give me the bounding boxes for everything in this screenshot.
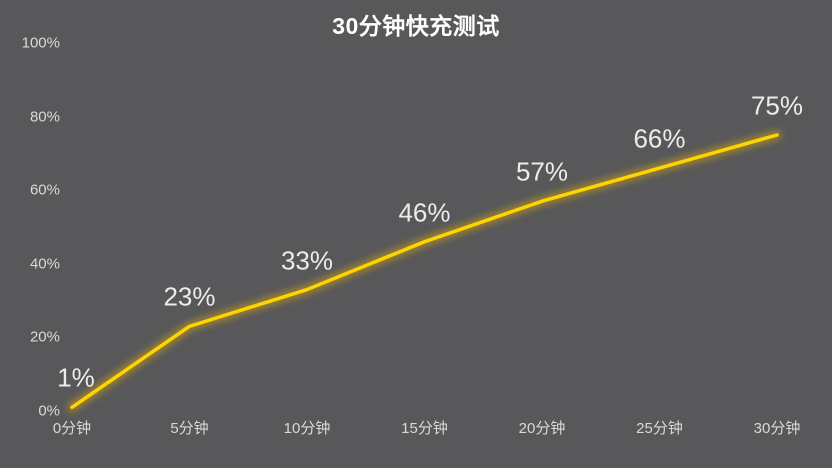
data-point-label: 1% xyxy=(57,362,95,393)
x-tick-label: 10分钟 xyxy=(283,420,331,437)
data-point-label: 46% xyxy=(398,197,451,228)
chart-title: 30分钟快充测试 xyxy=(332,13,500,39)
line-glow xyxy=(67,130,782,413)
data-point-label: 33% xyxy=(280,245,334,276)
x-tick-label: 30分钟 xyxy=(753,420,801,437)
y-tick-label: 100% xyxy=(21,34,60,52)
data-point-label: 75% xyxy=(750,90,804,121)
y-tick-label: 40% xyxy=(29,255,60,273)
battery-line-series xyxy=(70,133,779,410)
y-tick-label: 60% xyxy=(29,181,60,199)
x-tick-label: 15分钟 xyxy=(401,420,448,437)
x-tick-label: 25分钟 xyxy=(636,420,683,437)
x-tick-label: 20分钟 xyxy=(518,420,566,437)
x-tick-label: 5分钟 xyxy=(170,420,209,437)
data-point-label: 23% xyxy=(163,281,216,312)
y-tick-label: 80% xyxy=(29,108,60,126)
x-tick-label: 0分钟 xyxy=(52,420,92,437)
y-tick-label: 20% xyxy=(29,328,60,346)
data-point-label: 57% xyxy=(515,156,569,187)
y-tick-label: 0% xyxy=(38,402,60,420)
data-point-label: 66% xyxy=(633,123,686,154)
